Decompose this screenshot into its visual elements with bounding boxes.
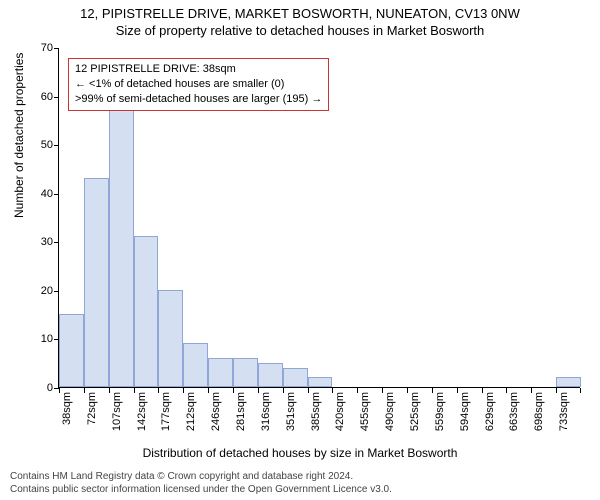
xtick-mark: [482, 388, 483, 393]
xtick-label: 177sqm: [160, 392, 172, 431]
title-main: 12, PIPISTRELLE DRIVE, MARKET BOSWORTH, …: [0, 0, 600, 21]
xtick-mark: [109, 388, 110, 393]
x-axis-label: Distribution of detached houses by size …: [0, 446, 600, 460]
xtick-mark: [183, 388, 184, 393]
ytick-mark: [54, 145, 59, 146]
xtick-mark: [308, 388, 309, 393]
xtick-mark: [556, 388, 557, 393]
xtick-label: 385sqm: [310, 392, 322, 431]
xtick-mark: [580, 388, 581, 393]
xtick-label: 559sqm: [434, 392, 446, 431]
xtick-label: 38sqm: [61, 392, 73, 425]
xtick-label: 733sqm: [558, 392, 570, 431]
xtick-label: 629sqm: [484, 392, 496, 431]
histogram-bar: [283, 368, 308, 387]
xtick-mark: [457, 388, 458, 393]
ytick-label: 10: [23, 333, 53, 345]
histogram-bar: [208, 358, 233, 387]
footer-line-1: Contains HM Land Registry data © Crown c…: [10, 470, 392, 483]
ytick-mark: [54, 97, 59, 98]
histogram-bar: [84, 178, 109, 387]
xtick-label: 351sqm: [285, 392, 297, 431]
histogram-bar: [556, 377, 581, 387]
title-sub: Size of property relative to detached ho…: [0, 21, 600, 38]
xtick-label: 281sqm: [235, 392, 247, 431]
histogram-bar: [158, 290, 183, 387]
xtick-label: 663sqm: [508, 392, 520, 431]
xtick-label: 316sqm: [260, 392, 272, 431]
histogram-bar: [258, 363, 283, 387]
xtick-label: 594sqm: [459, 392, 471, 431]
ytick-mark: [54, 48, 59, 49]
xtick-label: 142sqm: [136, 392, 148, 431]
footer: Contains HM Land Registry data © Crown c…: [10, 470, 392, 496]
xtick-mark: [531, 388, 532, 393]
ytick-mark: [54, 291, 59, 292]
ytick-label: 20: [23, 285, 53, 297]
ytick-label: 0: [23, 382, 53, 394]
footer-line-2: Contains public sector information licen…: [10, 483, 392, 496]
xtick-mark: [332, 388, 333, 393]
xtick-label: 212sqm: [185, 392, 197, 431]
xtick-label: 455sqm: [359, 392, 371, 431]
ytick-label: 40: [23, 188, 53, 200]
xtick-mark: [506, 388, 507, 393]
ytick-label: 50: [23, 139, 53, 151]
xtick-label: 420sqm: [334, 392, 346, 431]
xtick-mark: [407, 388, 408, 393]
xtick-mark: [134, 388, 135, 393]
annotation-line-1: 12 PIPISTRELLE DRIVE: 38sqm: [75, 62, 322, 77]
ytick-label: 70: [23, 42, 53, 54]
annotation-line-2: ← <1% of detached houses are smaller (0): [75, 77, 322, 92]
histogram-bar: [134, 236, 159, 387]
xtick-mark: [84, 388, 85, 393]
ytick-mark: [54, 194, 59, 195]
xtick-mark: [158, 388, 159, 393]
xtick-mark: [233, 388, 234, 393]
histogram-bar: [233, 358, 258, 387]
xtick-label: 525sqm: [409, 392, 421, 431]
histogram-bar: [109, 110, 134, 387]
xtick-label: 490sqm: [384, 392, 396, 431]
xtick-mark: [258, 388, 259, 393]
histogram-bar: [183, 343, 208, 387]
xtick-mark: [283, 388, 284, 393]
xtick-mark: [59, 388, 60, 393]
histogram-bar: [59, 314, 84, 387]
xtick-mark: [382, 388, 383, 393]
xtick-mark: [357, 388, 358, 393]
xtick-mark: [432, 388, 433, 393]
xtick-label: 107sqm: [111, 392, 123, 431]
xtick-mark: [208, 388, 209, 393]
annotation-box: 12 PIPISTRELLE DRIVE: 38sqm ← <1% of det…: [68, 58, 329, 111]
annotation-line-3: >99% of semi-detached houses are larger …: [75, 92, 322, 107]
ytick-label: 60: [23, 91, 53, 103]
chart-container: 12, PIPISTRELLE DRIVE, MARKET BOSWORTH, …: [0, 0, 600, 500]
xtick-label: 72sqm: [86, 392, 98, 425]
ytick-label: 30: [23, 236, 53, 248]
xtick-label: 246sqm: [210, 392, 222, 431]
ytick-mark: [54, 242, 59, 243]
histogram-bar: [308, 377, 333, 387]
xtick-label: 698sqm: [533, 392, 545, 431]
